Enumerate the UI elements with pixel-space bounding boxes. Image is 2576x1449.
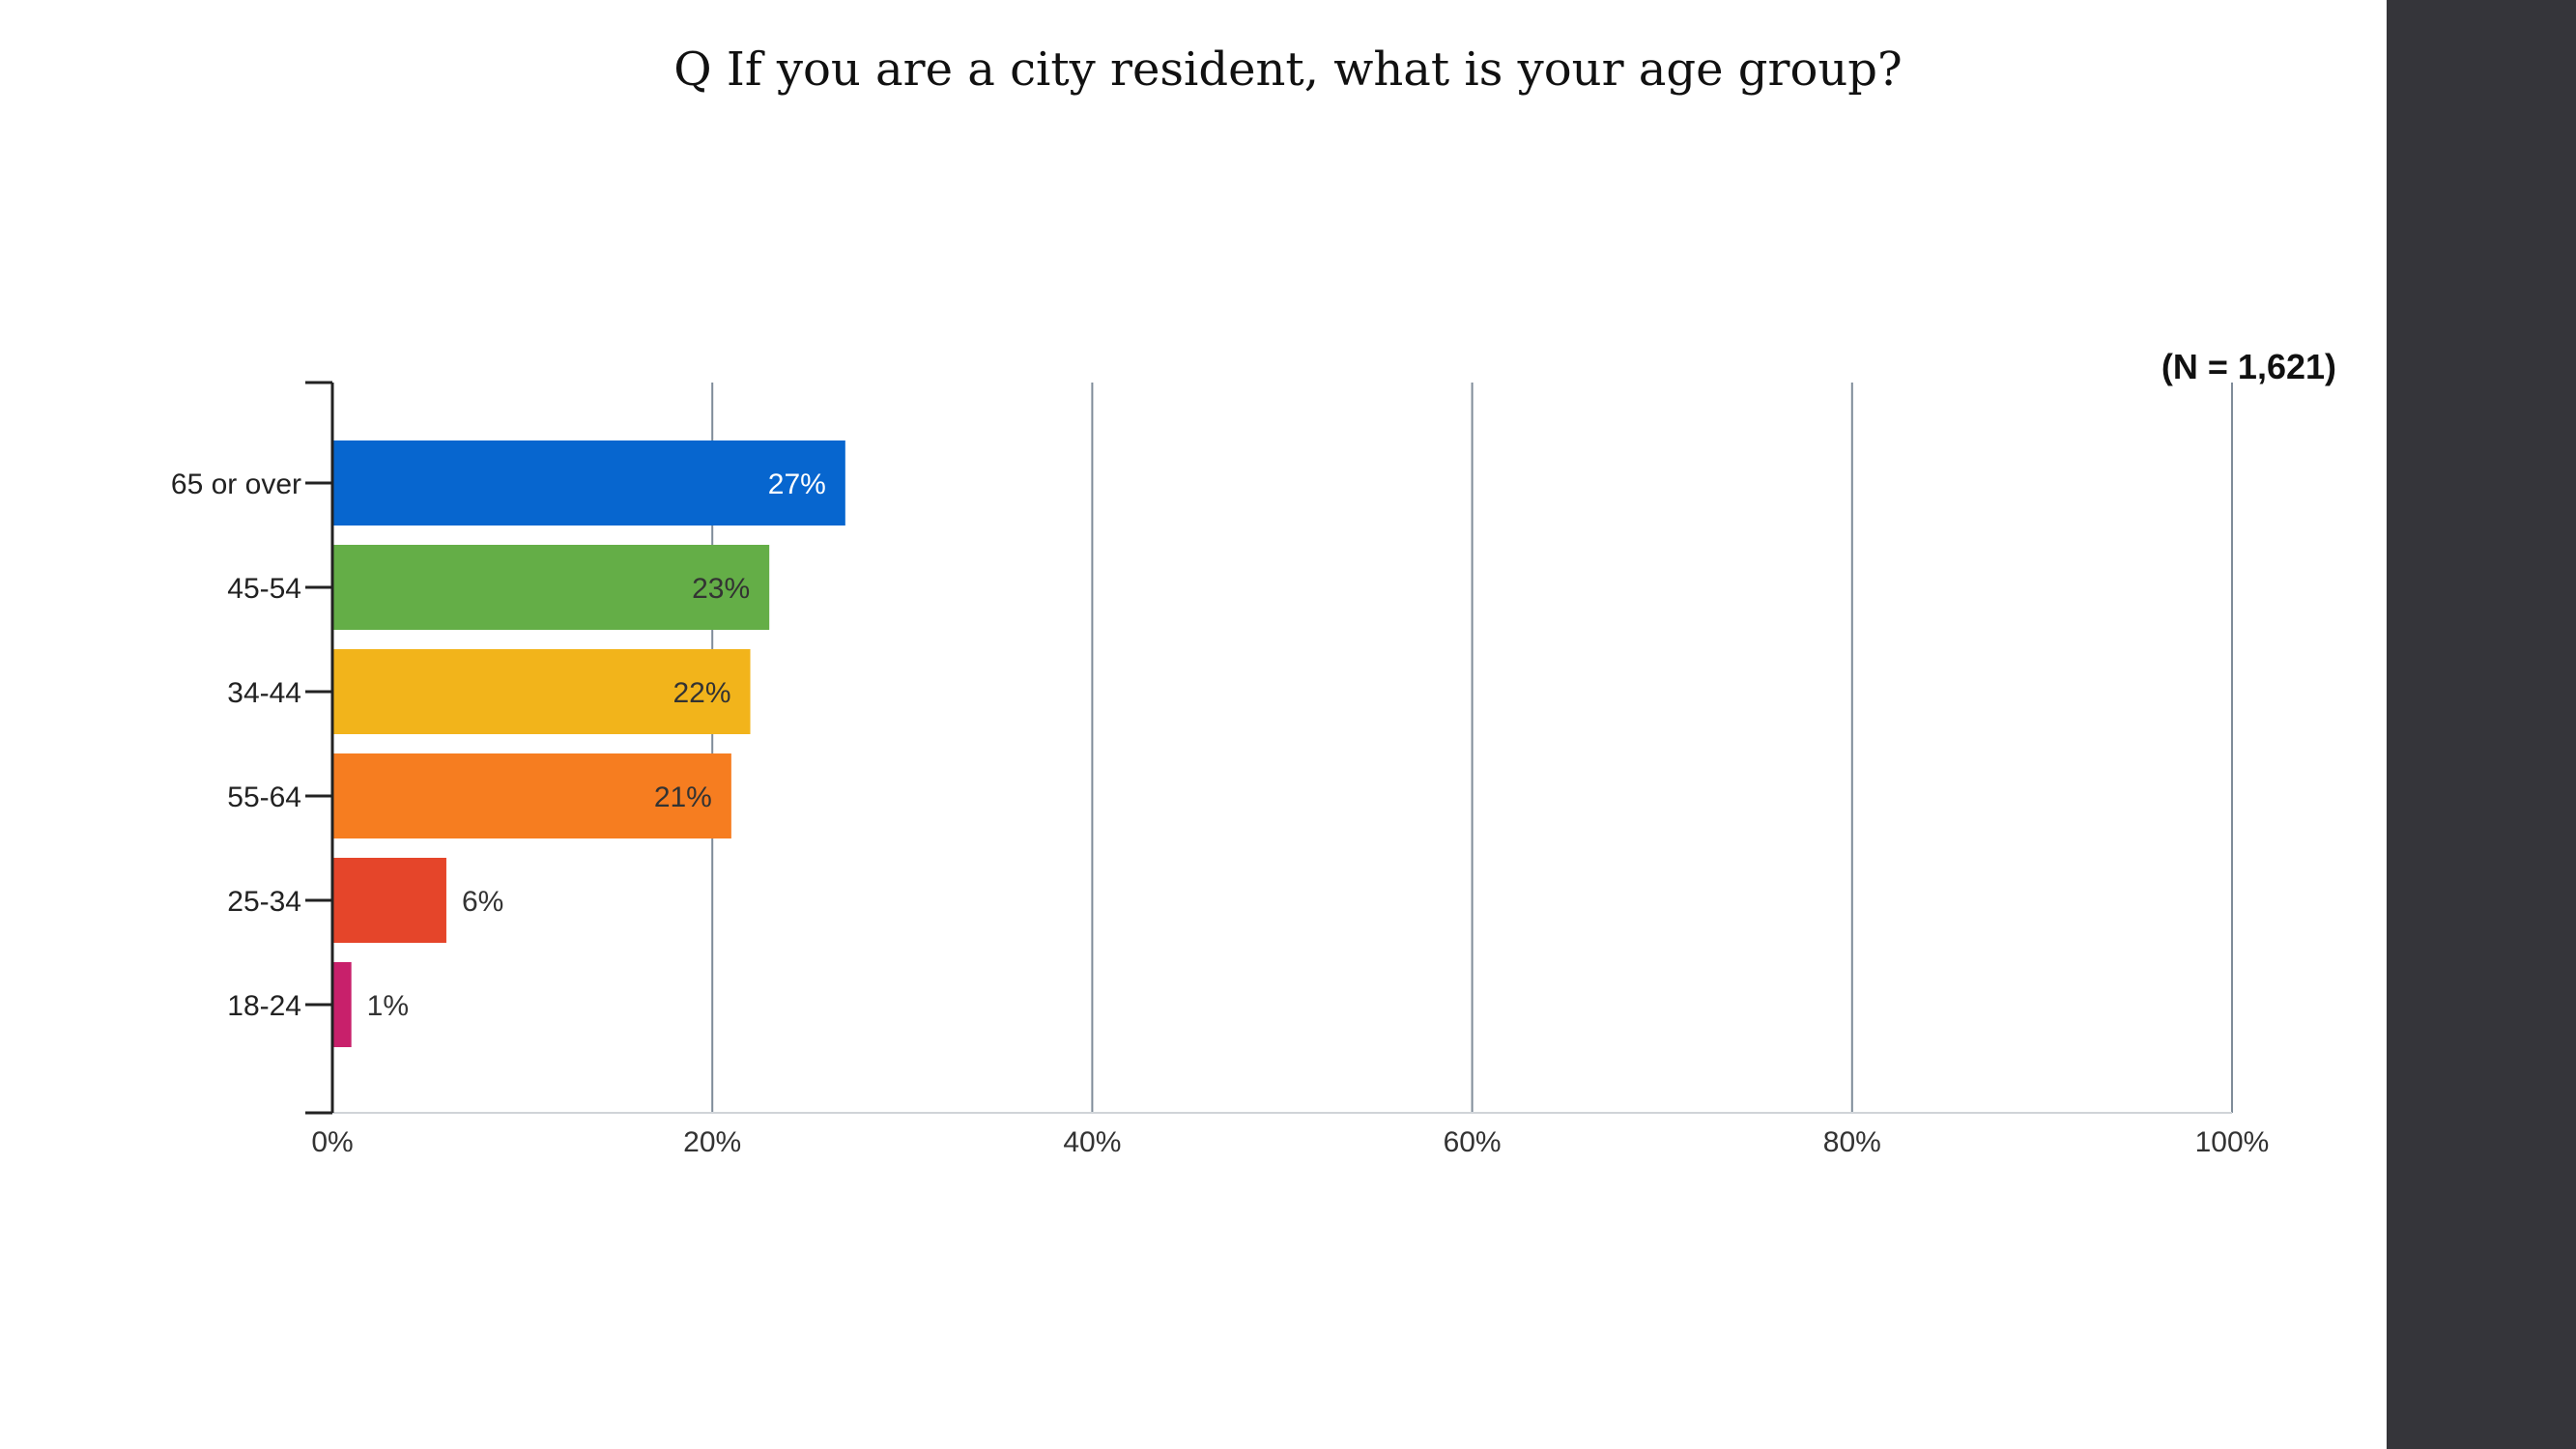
x-tick-label: 0% (311, 1126, 353, 1158)
bar (332, 649, 751, 734)
category-label: 34-44 (227, 677, 301, 709)
chart-svg: 27% 23% 22% 21% 6% 1% 0% 20% 40% 60% 80% 100% 65 or… (171, 347, 2336, 1158)
category-label: 65 or over (171, 469, 301, 500)
x-tick-label: 20% (683, 1126, 741, 1158)
x-tick-label: 60% (1444, 1126, 1502, 1158)
category-label: 45-54 (227, 573, 301, 605)
slide-title: Q If you are a city resident, what is yo… (673, 43, 1903, 97)
category-label: 55-64 (227, 781, 301, 813)
side-panel (2387, 0, 2576, 1449)
category-label: 25-34 (227, 886, 301, 918)
bar (332, 753, 731, 838)
grid-lines (711, 383, 2233, 1113)
x-tick-label: 100% (2195, 1126, 2270, 1158)
x-tick-label: 40% (1063, 1126, 1121, 1158)
category-label: 18-24 (227, 990, 301, 1022)
axes: 0% 20% 40% 60% 80% 100% 65 or over 45-54 34-44 55… (171, 381, 2270, 1158)
value-label: 23% (692, 573, 750, 605)
sample-size-note: (N = 1,621) (2161, 347, 2336, 386)
bars: 27% 23% 22% 21% 6% 1% (332, 440, 845, 1047)
value-label: 6% (462, 886, 503, 918)
bar (332, 440, 845, 526)
bar (332, 545, 770, 630)
bar (332, 858, 446, 943)
value-label: 27% (768, 469, 826, 500)
chart: 27% 23% 22% 21% 6% 1% 0% 20% 40% 60% 80% 100% 65 or… (171, 347, 2336, 1158)
x-tick-label: 80% (1823, 1126, 1881, 1158)
value-label: 21% (654, 781, 712, 813)
slide: Q If you are a city resident, what is yo… (170, 43, 2336, 1158)
value-label: 1% (367, 990, 409, 1022)
bar (332, 962, 352, 1047)
value-label: 22% (673, 677, 730, 709)
